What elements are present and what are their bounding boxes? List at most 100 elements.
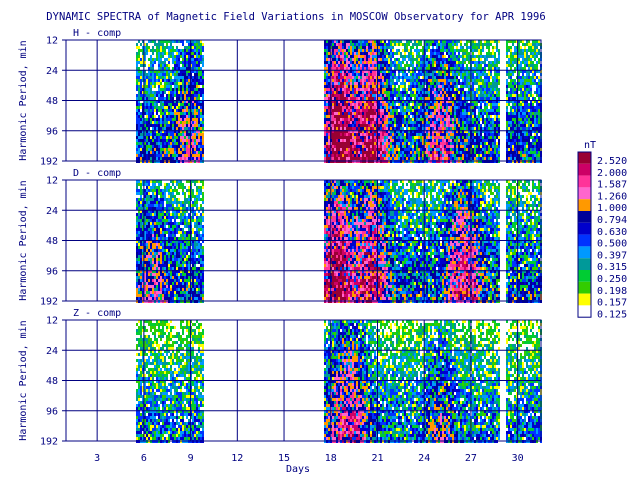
spectrum-cell — [464, 130, 466, 133]
spectrum-cell — [158, 79, 160, 82]
spectrum-cell — [362, 82, 364, 85]
spectrum-cell — [448, 55, 450, 58]
spectrum-cell — [346, 118, 348, 121]
spectrum-cell — [486, 58, 488, 61]
spectrum-cell — [326, 103, 328, 106]
spectrum-cell — [514, 145, 516, 148]
spectrum-cell — [418, 124, 420, 127]
spectrum-cell — [136, 97, 138, 100]
spectrum-cell — [446, 76, 448, 79]
spectrum-cell — [356, 49, 358, 52]
spectrum-cell — [186, 151, 188, 154]
spectrum-cell — [200, 55, 202, 58]
spectrum-cell — [418, 118, 420, 121]
spectrum-cell — [358, 124, 360, 127]
spectrum-cell — [374, 145, 376, 148]
spectrum-cell — [466, 70, 468, 73]
spectrum-cell — [416, 52, 418, 55]
spectrum-cell — [444, 115, 446, 118]
spectrum-cell — [326, 124, 328, 127]
spectrum-cell — [340, 106, 342, 109]
spectrum-cell — [354, 100, 356, 103]
spectrum-cell — [476, 61, 478, 64]
spectrum-cell — [366, 103, 368, 106]
spectrum-cell — [480, 97, 482, 100]
spectrum-cell — [428, 109, 430, 112]
spectrum-cell — [160, 76, 162, 79]
spectrum-cell — [454, 100, 456, 103]
spectrum-cell — [364, 76, 366, 79]
spectrum-cell — [442, 109, 444, 112]
spectrum-cell — [166, 79, 168, 82]
spectrum-cell — [366, 61, 368, 64]
spectrum-cell — [458, 118, 460, 121]
spectrum-cell — [440, 142, 442, 145]
spectrum-cell — [444, 88, 446, 91]
spectrum-cell — [480, 49, 482, 52]
spectrum-cell — [412, 82, 414, 85]
spectrum-cell — [440, 139, 442, 142]
spectrum-cell — [182, 112, 184, 115]
spectrum-cell — [170, 97, 172, 100]
spectrum-cell — [354, 67, 356, 70]
spectrum-cell — [160, 55, 162, 58]
spectrum-cell — [496, 46, 498, 49]
spectrum-cell — [450, 145, 452, 148]
spectrum-cell — [452, 67, 454, 70]
spectrum-cell — [514, 40, 516, 43]
spectrum-cell — [514, 115, 516, 118]
spectrum-cell — [450, 103, 452, 106]
spectrum-cell — [336, 46, 338, 49]
spectrum-cell — [144, 46, 146, 49]
spectrum-cell — [200, 133, 202, 136]
spectrum-cell — [416, 43, 418, 46]
spectrum-cell — [360, 115, 362, 118]
spectrum-cell — [462, 58, 464, 61]
spectrum-cell — [468, 121, 470, 124]
spectrum-cell — [162, 85, 164, 88]
spectrum-cell — [420, 115, 422, 118]
spectrum-cell — [344, 130, 346, 133]
spectrum-cell — [156, 142, 158, 145]
spectrum-cell — [378, 121, 380, 124]
spectrum-cell — [154, 109, 156, 112]
spectrum-cell — [464, 79, 466, 82]
spectrum-cell — [466, 76, 468, 79]
spectrum-cell — [474, 157, 476, 160]
spectrum-cell — [352, 103, 354, 106]
spectrum-cell — [490, 139, 492, 142]
spectrum-cell — [196, 130, 198, 133]
spectrum-cell — [434, 109, 436, 112]
spectrum-cell — [370, 43, 372, 46]
spectrum-cell — [336, 115, 338, 118]
spectrum-cell — [362, 64, 364, 67]
spectrum-cell — [506, 88, 508, 91]
spectrum-cell — [474, 136, 476, 139]
spectrum-cell — [434, 76, 436, 79]
spectrum-cell — [354, 112, 356, 115]
spectrum-cell — [388, 61, 390, 64]
spectrum-cell — [370, 154, 372, 157]
spectrum-cell — [392, 118, 394, 121]
spectrum-cell — [160, 121, 162, 124]
spectrum-cell — [426, 88, 428, 91]
spectrum-cell — [394, 88, 396, 91]
spectrum-cell — [488, 136, 490, 139]
spectrum-cell — [514, 49, 516, 52]
spectrum-cell — [426, 106, 428, 109]
spectrum-cell — [326, 85, 328, 88]
spectrum-cell — [338, 82, 340, 85]
spectrum-cell — [380, 58, 382, 61]
spectrum-cell — [182, 106, 184, 109]
spectrum-cell — [486, 88, 488, 91]
spectrum-cell — [388, 46, 390, 49]
spectrum-cell — [510, 139, 512, 142]
spectrum-cell — [476, 142, 478, 145]
spectrum-cell — [154, 121, 156, 124]
spectrum-cell — [474, 70, 476, 73]
spectrum-cell — [170, 145, 172, 148]
spectrum-cell — [154, 115, 156, 118]
spectrum-cell — [434, 145, 436, 148]
spectrum-cell — [148, 148, 150, 151]
spectrum-cell — [498, 61, 500, 64]
